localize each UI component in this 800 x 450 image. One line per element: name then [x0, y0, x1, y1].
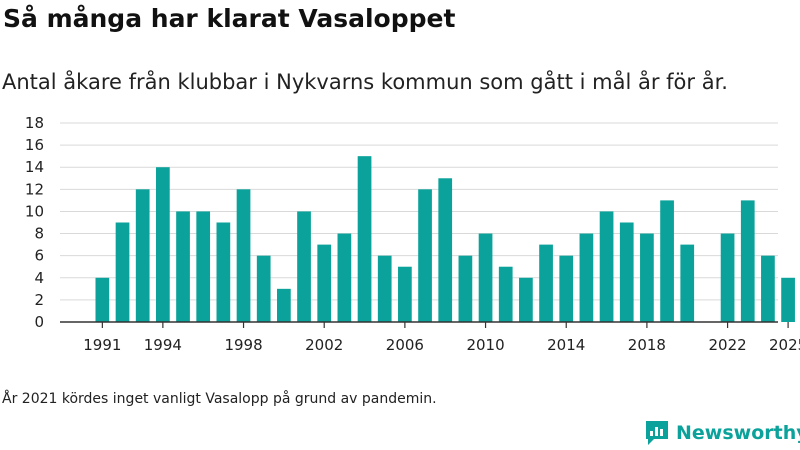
brand-name: Newsworthy — [676, 422, 800, 444]
bar-chart: 0 2 4 6 8 10 12 14 16 18 1991 1994 1998 2002 2006 2010 2… — [25, 114, 800, 354]
bar-2020 — [680, 244, 695, 322]
bar-2011 — [498, 266, 513, 322]
bar-1997 — [216, 222, 231, 322]
bar-2023 — [740, 200, 755, 322]
x-tick-label: 1994 — [144, 336, 182, 354]
y-tick-label: 6 — [34, 247, 44, 265]
x-tick-label: 1991 — [83, 336, 121, 354]
bar-2018 — [640, 233, 654, 322]
bar-1998 — [236, 189, 251, 322]
y-tick-label: 16 — [25, 136, 44, 154]
bar-2004 — [357, 156, 372, 322]
bar-2000 — [277, 288, 291, 322]
x-tick-label: 2002 — [305, 336, 343, 354]
bar-2024 — [761, 255, 775, 322]
y-tick-label: 2 — [34, 291, 44, 309]
bar-1991 — [95, 277, 110, 322]
bar-2019 — [660, 200, 674, 322]
bar-1994 — [156, 167, 170, 322]
bar-2022 — [720, 233, 735, 322]
bar-2006 — [398, 266, 412, 322]
bar-1996 — [196, 211, 211, 322]
bar-2013 — [539, 244, 553, 322]
y-tick-label: 18 — [25, 114, 44, 132]
bar-2007 — [418, 189, 432, 322]
y-tick-label: 0 — [34, 313, 44, 331]
bar-2010 — [478, 233, 493, 322]
y-tick-label: 4 — [34, 269, 44, 287]
bar-2002 — [317, 244, 332, 322]
bar-2008 — [438, 178, 453, 322]
bar-2009 — [458, 255, 473, 322]
x-tick-label: 2025 — [769, 336, 800, 354]
footnote: År 2021 kördes inget vanligt Vasalopp på… — [2, 391, 437, 407]
y-tick-label: 8 — [34, 225, 44, 243]
x-tick-label: 2010 — [466, 336, 504, 354]
bar-1992 — [115, 222, 130, 322]
bar-1999 — [256, 255, 271, 322]
x-tick-label: 2014 — [547, 336, 585, 354]
bar-2015 — [579, 233, 594, 322]
x-tick-label: 1998 — [224, 336, 262, 354]
y-tick-label: 10 — [25, 202, 44, 220]
bar-2017 — [619, 222, 634, 322]
y-tick-label: 12 — [25, 180, 44, 198]
bar-1995 — [176, 211, 190, 322]
y-tick-label: 14 — [25, 158, 44, 176]
chart-title: Så många har klarat Vasaloppet — [3, 4, 456, 33]
x-tick-label: 2022 — [708, 336, 746, 354]
bar-2005 — [377, 255, 392, 322]
bar-1993 — [135, 189, 150, 322]
chart-subtitle: Antal åkare från klubbar i Nykvarns komm… — [2, 70, 728, 94]
bar-2014 — [559, 255, 574, 322]
bar-2025 — [781, 277, 795, 322]
bar-2003 — [337, 233, 352, 322]
x-tick-label: 2018 — [628, 336, 666, 354]
x-tick-label: 2006 — [386, 336, 424, 354]
bar-2016 — [599, 211, 614, 322]
brand-logo: Newsworthy — [644, 419, 800, 447]
newsworthy-logo-icon — [646, 421, 668, 445]
bar-2012 — [519, 277, 533, 322]
bar-2001 — [297, 211, 311, 322]
